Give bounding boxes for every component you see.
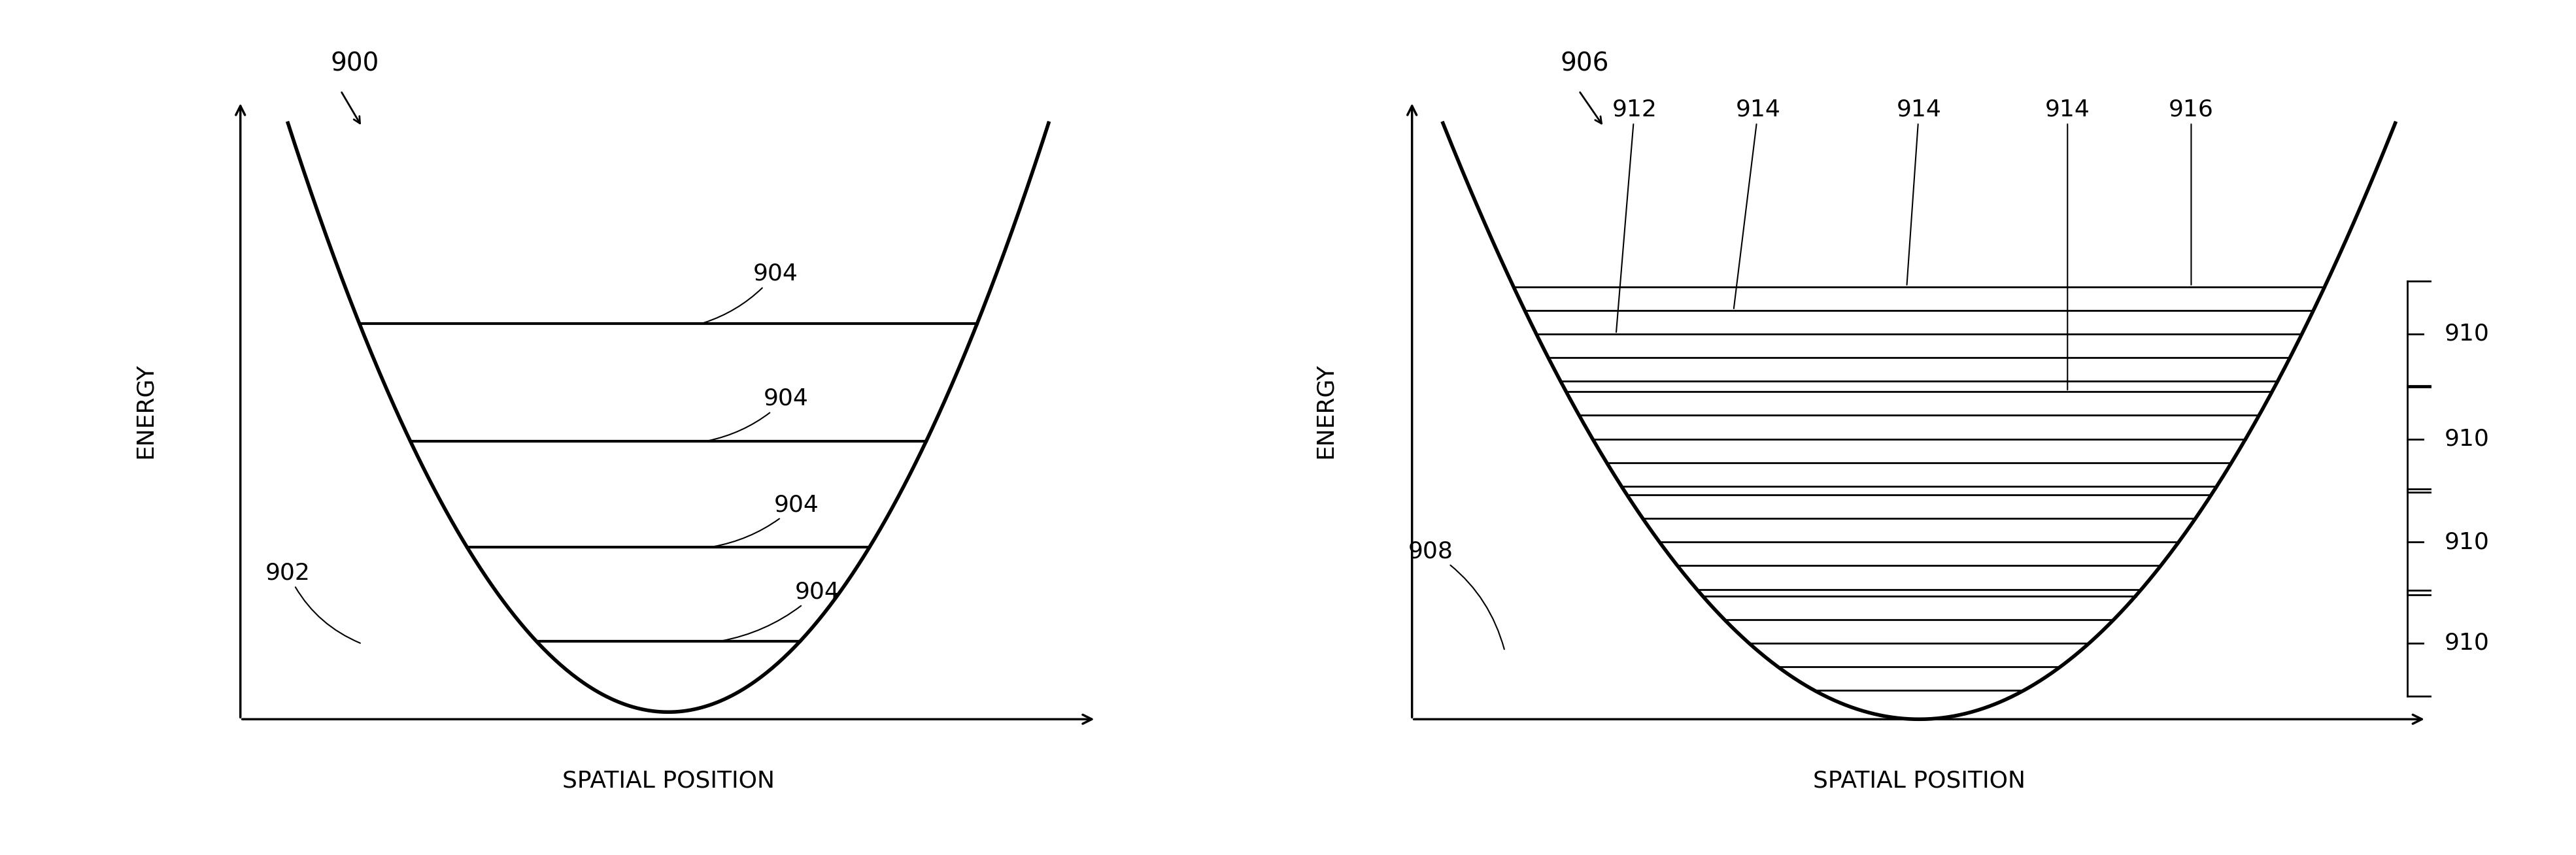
Text: 914: 914 xyxy=(1734,98,1780,309)
Text: 904: 904 xyxy=(708,387,809,441)
Text: ENERGY: ENERGY xyxy=(134,363,157,458)
Text: 914: 914 xyxy=(1896,98,1942,285)
Text: 904: 904 xyxy=(703,262,799,323)
Text: 910: 910 xyxy=(2445,632,2488,654)
Text: 910: 910 xyxy=(2445,323,2488,345)
Text: 914: 914 xyxy=(2045,98,2089,390)
Text: ENERGY: ENERGY xyxy=(1314,363,1337,458)
Text: 916: 916 xyxy=(2169,98,2213,285)
Text: 910: 910 xyxy=(2445,531,2488,553)
Text: 904: 904 xyxy=(721,581,840,641)
Text: 900: 900 xyxy=(330,51,379,76)
Text: 902: 902 xyxy=(265,562,361,643)
Text: 910: 910 xyxy=(2445,428,2488,450)
Text: 908: 908 xyxy=(1406,540,1504,649)
Text: SPATIAL POSITION: SPATIAL POSITION xyxy=(562,770,775,792)
Text: SPATIAL POSITION: SPATIAL POSITION xyxy=(1814,770,2025,792)
Text: 912: 912 xyxy=(1613,98,1656,333)
Text: 904: 904 xyxy=(711,493,819,547)
Text: 906: 906 xyxy=(1561,51,1610,76)
